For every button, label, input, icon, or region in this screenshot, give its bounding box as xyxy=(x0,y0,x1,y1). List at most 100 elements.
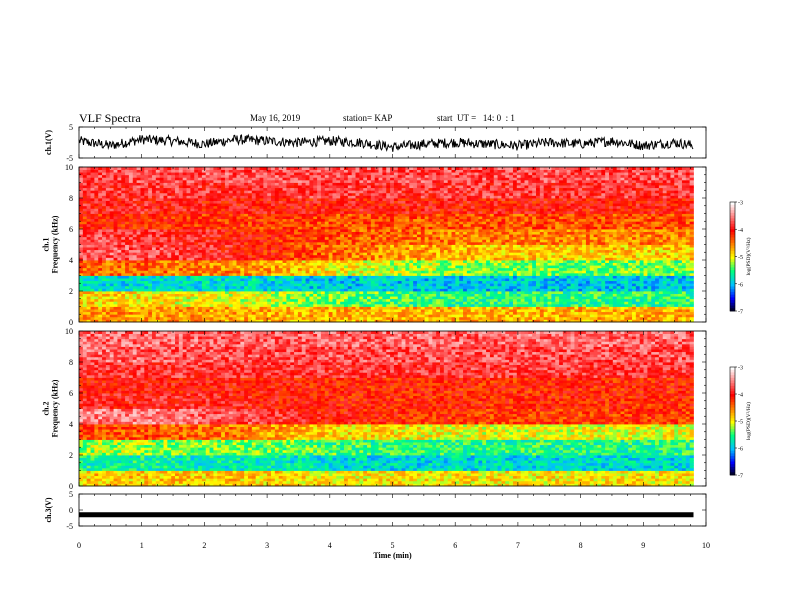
heat-cell xyxy=(155,316,161,320)
heat-cell xyxy=(547,249,552,253)
heat-cell xyxy=(221,278,226,282)
heat-cell xyxy=(182,280,187,284)
heat-cell xyxy=(98,275,103,279)
heat-cell xyxy=(117,280,122,284)
heat-cell xyxy=(424,265,429,269)
heat-cell xyxy=(578,247,583,251)
heat-cell xyxy=(217,298,222,302)
heat-cell xyxy=(393,316,399,320)
heat-cell xyxy=(528,254,533,258)
heat-cell xyxy=(493,319,498,323)
heat-cell xyxy=(317,291,322,294)
heat-cell xyxy=(251,283,257,287)
heat-cell xyxy=(582,244,587,248)
heat-cell xyxy=(516,296,522,300)
heat-cell xyxy=(209,270,214,274)
heat-cell xyxy=(201,272,207,276)
heat-cell xyxy=(562,270,568,274)
heat-cell xyxy=(155,280,161,284)
heat-cell xyxy=(274,293,280,297)
heat-cell xyxy=(171,306,176,310)
heat-cell xyxy=(424,283,429,287)
heat-cell xyxy=(478,280,483,284)
heat-cell xyxy=(113,306,118,310)
heat-cell xyxy=(132,296,138,300)
heat-cell xyxy=(309,252,314,256)
heat-cell xyxy=(332,254,337,258)
heat-cell xyxy=(378,280,383,284)
heat-cell xyxy=(236,303,241,307)
heat-cell xyxy=(455,285,460,289)
heat-cell xyxy=(536,283,541,287)
heat-cell xyxy=(547,283,552,287)
heat-cell xyxy=(616,293,621,297)
heat-cell xyxy=(674,272,679,276)
heat-cell xyxy=(482,244,487,248)
heat-cell xyxy=(370,319,376,323)
heat-cell xyxy=(655,257,660,261)
heat-cell xyxy=(340,314,345,318)
heat-cell xyxy=(274,301,280,305)
heat-cell xyxy=(209,267,214,271)
heat-cell xyxy=(593,257,598,261)
heat-cell xyxy=(305,306,310,310)
heat-cell xyxy=(436,244,441,248)
heat-cell xyxy=(678,293,683,297)
heat-cell xyxy=(367,278,372,282)
heat-cell xyxy=(113,288,118,292)
heat-cell xyxy=(155,260,161,263)
heat-cell xyxy=(443,244,449,248)
heat-cell xyxy=(666,244,671,248)
heat-cell xyxy=(643,285,648,289)
heat-cell xyxy=(559,278,564,282)
heat-cell xyxy=(313,272,318,276)
heat-cell xyxy=(374,306,379,310)
heat-cell xyxy=(405,298,410,302)
heat-cell xyxy=(94,252,99,256)
heat-cell xyxy=(267,270,272,274)
heat-cell xyxy=(117,293,122,297)
heat-cell xyxy=(628,260,633,263)
heat-cell xyxy=(589,260,595,263)
heat-cell xyxy=(405,262,410,266)
heat-cell xyxy=(536,298,541,302)
heat-cell xyxy=(516,275,522,279)
heat-cell xyxy=(509,275,514,279)
heat-cell xyxy=(351,275,356,279)
heat-cell xyxy=(286,293,291,297)
heat-cell xyxy=(624,285,629,289)
heat-cell xyxy=(520,270,525,274)
heat-cell xyxy=(451,260,456,263)
heat-cell xyxy=(666,249,671,253)
heat-cell xyxy=(489,293,495,297)
heat-cell xyxy=(536,296,541,300)
heat-cell xyxy=(294,316,299,320)
heat-cell xyxy=(505,262,510,266)
heat-cell xyxy=(685,306,691,310)
heat-cell xyxy=(632,314,637,318)
heat-cell xyxy=(367,252,372,256)
heat-cell xyxy=(478,260,483,263)
heat-cell xyxy=(432,306,437,310)
heat-cell xyxy=(589,293,595,297)
heat-cell xyxy=(382,288,387,292)
heat-cell xyxy=(459,247,464,251)
heat-cell xyxy=(501,306,506,310)
heat-cell xyxy=(512,303,518,307)
heat-cell xyxy=(347,301,353,305)
heat-cell xyxy=(328,241,333,245)
heat-cell xyxy=(678,283,683,287)
heat-cell xyxy=(459,244,464,248)
heat-cell xyxy=(109,278,114,282)
heat-cell xyxy=(228,311,234,315)
heat-cell xyxy=(324,288,330,292)
heat-cell xyxy=(224,283,230,287)
heat-cell xyxy=(320,278,326,282)
heat-cell xyxy=(313,257,318,261)
heat-cell xyxy=(205,301,210,305)
heat-cell xyxy=(678,275,683,279)
heat-cell xyxy=(167,301,172,305)
heat-cell xyxy=(463,252,468,256)
heat-cell xyxy=(428,319,433,323)
